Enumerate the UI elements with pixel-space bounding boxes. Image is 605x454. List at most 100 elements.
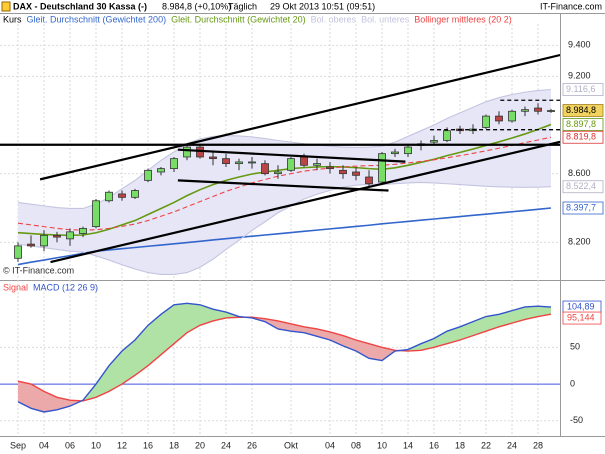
macd-fill [538,306,551,317]
legend-entry: Gleit. Durchschnitt (Gewichtet 200) [27,14,167,24]
value-label-box [562,311,602,325]
macd-fill [200,304,213,326]
macd-fill [174,303,187,344]
macd-fill [356,340,369,359]
candle-body [79,227,87,235]
legend-entry: Bollinger mittleres (20 2) [414,14,512,24]
series-line [17,123,552,237]
x-tick-label: 16 [429,440,439,450]
macd-fill [148,314,161,366]
macd-fill [330,331,343,346]
series-line [17,207,552,266]
candle-body [508,110,516,122]
legend-entry: Bol. unteres [361,14,410,24]
macd-fill [447,326,460,344]
candle-body [261,163,269,175]
candle-body [40,234,48,247]
x-tick-label: 20 [195,440,205,450]
x-tick-label: 04 [39,440,49,450]
bollinger-band [18,89,551,275]
macd-fill [473,316,486,336]
candle-body [352,171,360,176]
price-label-box [562,180,604,194]
macd-fill [434,331,447,348]
macd-fill [499,310,512,327]
candle-body [66,231,74,240]
series-line [17,302,552,413]
series-line [17,136,552,231]
candle-body [443,130,451,141]
macd-fill [213,309,226,321]
macd-fill [382,347,395,361]
y-tick-label: 8.200 [568,237,591,247]
candle-body [131,190,139,198]
price-label: 8.522,4 [566,181,596,191]
y-tick-label: -50 [570,415,583,425]
macd-fill [122,340,135,385]
macd-fill [421,338,434,351]
macd-fill [369,343,382,361]
value-label: 104,89 [567,301,595,311]
legend-entry: MACD (12 26 9) [33,282,98,292]
legend-entry: Bol. oberes [311,14,357,24]
macd-fill [187,303,200,333]
candle-body [547,110,555,112]
macd-fill [161,304,174,355]
header-quote: 8.984,8 (+0,10%) [162,1,231,11]
price-label-box [562,104,604,117]
header-interval: Täglich [228,1,257,11]
y-tick-label: 9.400 [568,40,591,50]
candle-body [365,176,373,185]
x-tick-label: 28 [533,440,543,450]
header-icon [1,1,11,12]
price-label-box [562,118,604,131]
macd-fill [512,306,525,324]
macd-fill [18,381,31,409]
price-label: 8.819,8 [566,132,596,142]
x-tick-label: 08 [351,440,361,450]
candle-body [27,243,35,247]
candle-body [92,200,100,228]
header-brand: IT-Finance.com [540,1,602,11]
header-timestamp: 29 Okt 2013 10:51 (09:51) [270,1,375,11]
macd-fill [304,326,317,337]
x-tick-label: 10 [91,440,101,450]
legend-entry: Kurs [3,14,22,24]
candle-body [378,153,386,183]
x-tick-label: 22 [481,440,491,450]
y-tick-label: 9.200 [568,71,591,81]
x-tick-label: 04 [325,440,335,450]
series-line [17,181,552,275]
y-tick-label: 0 [570,378,575,388]
candle-body [326,166,334,170]
macd-fill [96,365,109,398]
macd-plot [17,302,552,413]
candle-body [209,156,217,160]
candle-body [404,146,412,155]
header-title: DAX - Deutschland 30 Kassa (-) [13,1,147,11]
price-plot [0,53,560,275]
x-tick-label: Okt [284,440,299,450]
x-tick-label: 10 [377,440,387,450]
candle-body [183,146,191,158]
candle-body [300,156,308,166]
price-label-box [562,201,604,215]
watermark: © IT-Finance.com [3,265,74,275]
macd-fill [135,325,148,376]
x-tick-label: 24 [221,440,231,450]
price-label: 9.116,6 [566,84,595,94]
price-label: 8.984,8 [566,105,596,115]
y-tick-label: 50 [570,342,580,352]
price-label-box [562,83,604,96]
candle-body [313,163,321,166]
candle-body [14,245,22,259]
macd-fill [31,384,44,412]
x-tick-label: 24 [507,440,517,450]
x-tick-label: 26 [247,440,257,450]
price-label: 8.397,7 [566,202,596,212]
value-label: 95,144 [567,312,595,322]
trendline [177,179,389,192]
y-tick-label: 8.600 [568,168,591,178]
x-tick-label: 18 [455,440,465,450]
